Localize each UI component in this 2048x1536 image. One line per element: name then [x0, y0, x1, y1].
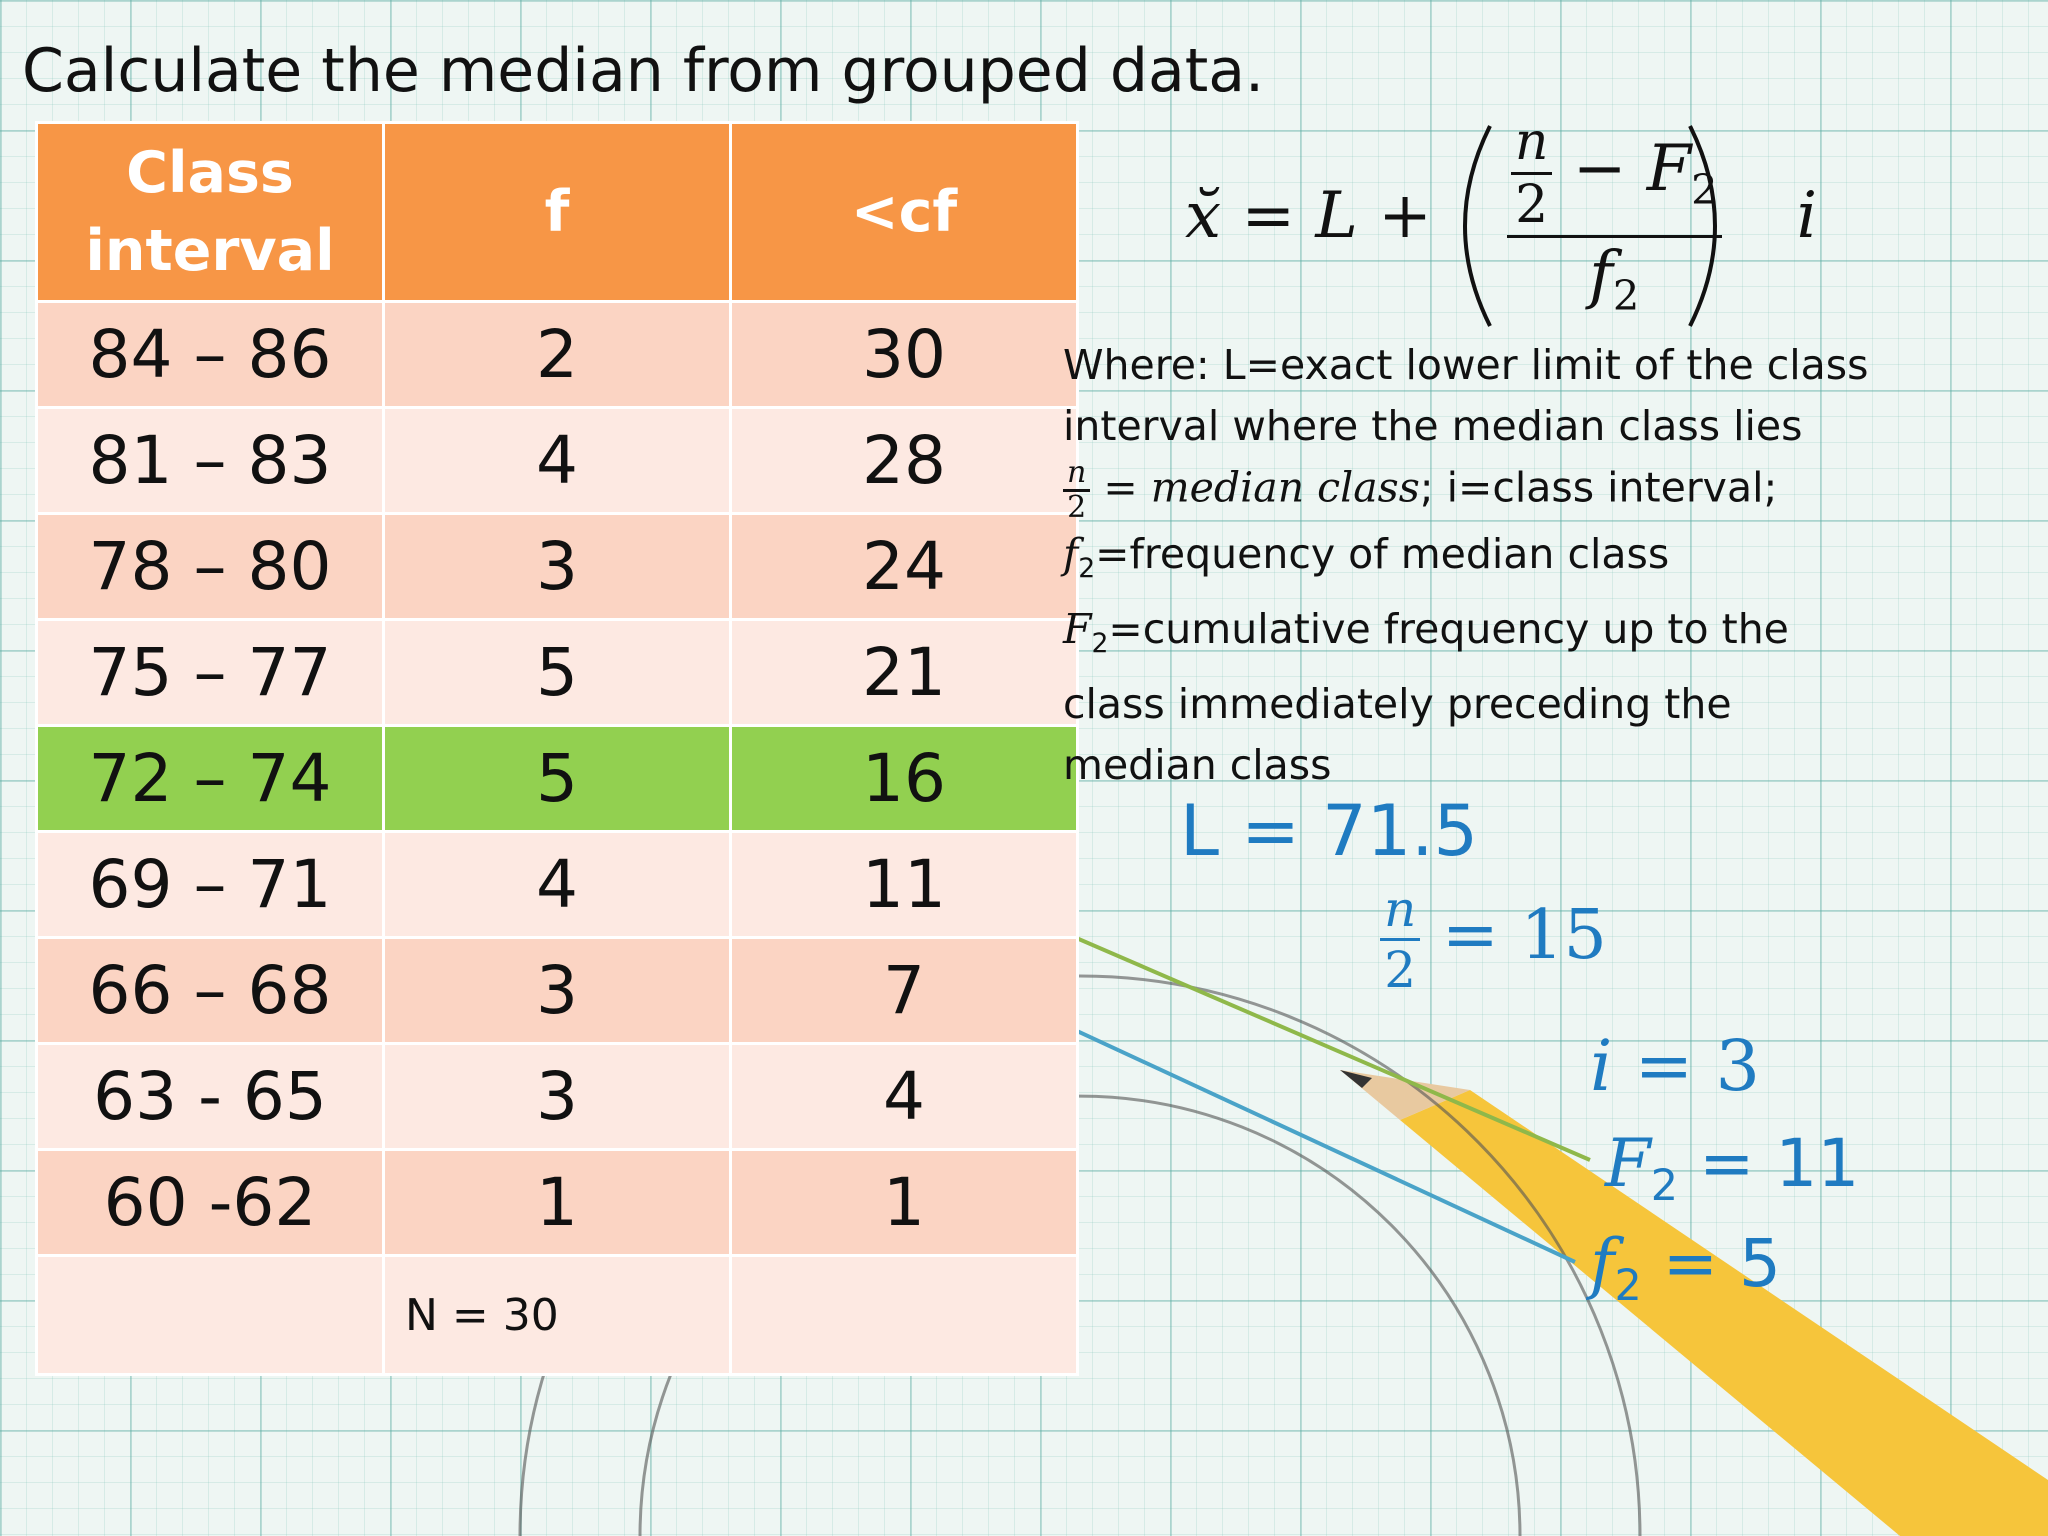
table-cell: 28	[729, 406, 1079, 515]
table-cell: 1	[729, 1148, 1079, 1257]
table-cell: 30	[729, 300, 1079, 409]
table-cell: 75 – 77	[35, 618, 385, 727]
table-row: 66 – 68 3 7	[35, 936, 1079, 1045]
table-row: 72 – 74 5 16	[35, 724, 1079, 833]
table-cell: 3	[382, 936, 732, 1045]
formula-n: n	[1510, 112, 1553, 175]
ann-value: = 15	[1441, 896, 1607, 976]
formula-i: i	[1796, 178, 1818, 253]
note-sub: 2	[1078, 553, 1096, 585]
table-cell: 4	[382, 406, 732, 515]
note-text: =frequency of median class	[1095, 530, 1670, 578]
table-cell: 5	[382, 618, 732, 727]
table-row: 81 – 83 4 28	[35, 406, 1079, 515]
header-cell: Class interval	[35, 121, 385, 303]
table-cell: 2	[382, 300, 732, 409]
annotation-F2: F2 = 11	[1605, 1125, 1859, 1211]
annotation-L: L = 71.5	[1180, 790, 1479, 872]
formula-f: f	[1589, 238, 1613, 312]
ann-sub: 2	[1650, 1161, 1679, 1212]
ann-value: = 5	[1662, 1225, 1781, 1302]
table-row: 69 – 71 4 11	[35, 830, 1079, 939]
note-f2: f2=frequency of median class	[1063, 524, 1883, 599]
ann-sym: f	[1590, 1225, 1615, 1302]
table-cell: 69 – 71	[35, 830, 385, 939]
header-row: Class interval f <cf	[35, 121, 1079, 303]
header-cell: <cf	[729, 121, 1079, 303]
title: Calculate the median from grouped data.	[22, 36, 1265, 106]
table-cell: 3	[382, 1042, 732, 1151]
annotation-i: i = 3	[1590, 1025, 1760, 1107]
table-cell: 72 – 74	[35, 724, 385, 833]
header-cell: f	[382, 121, 732, 303]
note-text: =cumulative frequency up to the class im…	[1063, 605, 1789, 790]
note-sym: f	[1063, 530, 1079, 578]
table-cell: 78 – 80	[35, 512, 385, 621]
pencil	[1340, 1070, 2048, 1536]
note-median-rest: ; i=class interval;	[1419, 463, 1778, 512]
table-cell: 66 – 68	[35, 936, 385, 1045]
table-cell: 60 -62	[35, 1148, 385, 1257]
ann-sub: 2	[1614, 1261, 1642, 1312]
formula-sub: 2	[1612, 270, 1640, 320]
table: Class interval f <cf 84 – 86 2 30 81 – 83 4 28 78…	[35, 121, 1079, 1376]
footer-cell	[35, 1254, 385, 1376]
formula-parens	[1463, 125, 1717, 327]
footer-row: N = 30	[35, 1254, 1079, 1376]
note-sym: F	[1063, 605, 1092, 654]
table-cell: 84 – 86	[35, 300, 385, 409]
ann-value: = 3	[1634, 1025, 1761, 1107]
table-row: 75 – 77 5 21	[35, 618, 1079, 727]
table-row: 63 - 65 3 4	[35, 1042, 1079, 1151]
note-n: n	[1063, 457, 1091, 492]
ann-d: 2	[1384, 941, 1416, 999]
table-cell: 24	[729, 512, 1079, 621]
note-median-text: = median class	[1103, 463, 1420, 512]
formula-minus: − F	[1572, 132, 1692, 206]
table-cell: 81 – 83	[35, 406, 385, 515]
table-cell: 4	[382, 830, 732, 939]
ann-value: = 11	[1699, 1125, 1860, 1202]
table-row: 84 – 86 2 30	[35, 300, 1079, 409]
table-cell: 16	[729, 724, 1079, 833]
table-row: 60 -62 1 1	[35, 1148, 1079, 1257]
table-cell: 21	[729, 618, 1079, 727]
formula-2: 2	[1515, 175, 1549, 235]
formula-denominator: f2	[1589, 238, 1639, 320]
footer-cell	[729, 1254, 1079, 1376]
table-row: 78 – 80 3 24	[35, 512, 1079, 621]
footer-cell: N = 30	[382, 1254, 732, 1376]
note-where: Where: L=exact lower limit of the class …	[1063, 341, 1869, 450]
table-cell: 11	[729, 830, 1079, 939]
ann-n: n	[1380, 880, 1421, 941]
annotation-f2: f2 = 5	[1590, 1225, 1781, 1311]
note-F2: F2=cumulative frequency up to the class …	[1063, 599, 1883, 796]
table-cell: 4	[729, 1042, 1079, 1151]
table-cell: 5	[382, 724, 732, 833]
ann-sym: F	[1605, 1125, 1651, 1202]
table-cell: 7	[729, 936, 1079, 1045]
notes: Where: L=exact lower limit of the class …	[1063, 335, 1883, 796]
table-cell: 3	[382, 512, 732, 621]
ann-sym: i	[1590, 1025, 1613, 1107]
table-cell: 63 - 65	[35, 1042, 385, 1151]
formula-eq: = L +	[1241, 178, 1432, 253]
note-sub: 2	[1091, 628, 1109, 660]
formula-sub: 2	[1691, 164, 1718, 214]
note-d: 2	[1067, 490, 1087, 525]
formula-lhs: x̆	[1185, 178, 1222, 253]
table-cell: 1	[382, 1148, 732, 1257]
